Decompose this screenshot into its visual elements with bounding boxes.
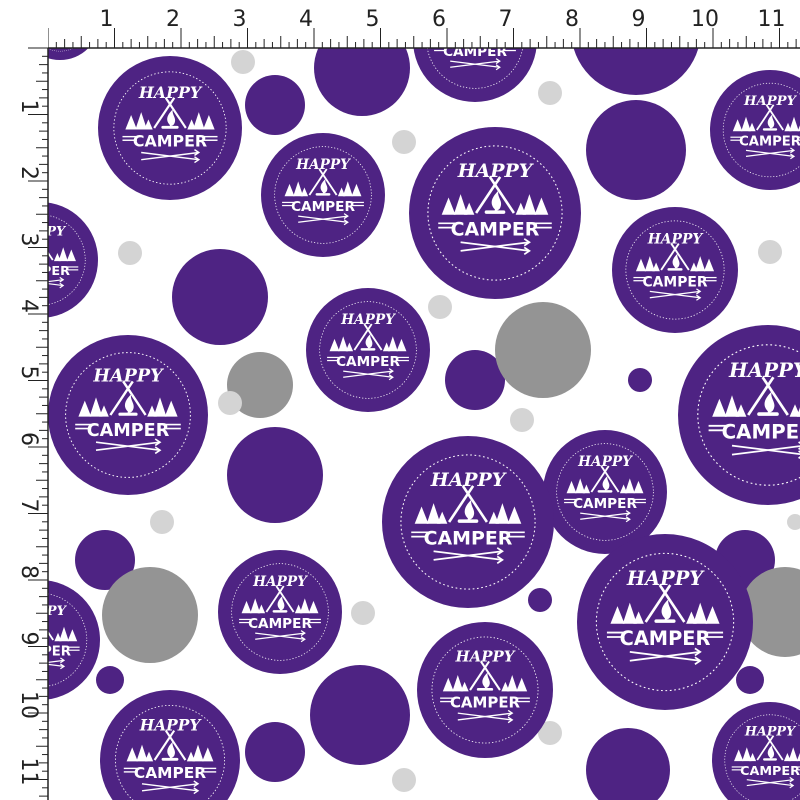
happy-camper-badge xyxy=(676,323,800,507)
ruler-top-number: 2 xyxy=(166,7,180,32)
purple-dot xyxy=(445,350,505,410)
happy-camper-badge xyxy=(407,125,583,301)
light-gray-dot xyxy=(218,391,242,415)
happy-camper-badge xyxy=(542,429,668,555)
light-gray-dot xyxy=(538,81,562,105)
purple-dot xyxy=(245,722,305,782)
purple-dot xyxy=(310,665,410,765)
purple-dot xyxy=(528,588,552,612)
happy-camper-badge xyxy=(709,69,800,191)
ruler-top-number: 11 xyxy=(758,7,786,32)
ruler-top-number: 6 xyxy=(432,7,446,32)
happy-camper-badge xyxy=(711,701,800,800)
happy-camper-badge xyxy=(46,333,210,497)
ruler-left-number: 6 xyxy=(16,432,41,446)
light-gray-dot xyxy=(351,601,375,625)
purple-dot xyxy=(245,75,305,135)
ruler-top-number: 1 xyxy=(100,7,114,32)
gray-dot xyxy=(740,567,800,657)
purple-dot xyxy=(96,666,124,694)
happy-camper-badge xyxy=(98,688,242,800)
ruler-left-number: 2 xyxy=(16,166,41,180)
purple-dot xyxy=(586,100,686,200)
happy-camper-badge xyxy=(217,549,343,675)
happy-camper-badge xyxy=(260,132,386,258)
ruler-left-number: 5 xyxy=(16,366,41,380)
ruler-top-number: 5 xyxy=(366,7,380,32)
happy-camper-badge xyxy=(96,54,244,202)
light-gray-dot xyxy=(510,408,534,432)
ruler-left-number: 10 xyxy=(16,691,41,719)
ruler-left-number: 7 xyxy=(16,499,41,513)
purple-dot xyxy=(227,427,323,523)
happy-camper-badge xyxy=(415,620,555,760)
light-gray-dot xyxy=(118,241,142,265)
ruler-left-number: 8 xyxy=(16,565,41,579)
light-gray-dot xyxy=(428,295,452,319)
happy-camper-badge xyxy=(305,287,431,413)
purple-dot xyxy=(628,368,652,392)
purple-dot xyxy=(75,530,135,590)
purple-dot xyxy=(736,666,764,694)
ruler-top-number: 10 xyxy=(691,7,719,32)
light-gray-dot xyxy=(787,514,800,530)
ruler-top-number: 3 xyxy=(233,7,247,32)
light-gray-dot xyxy=(758,240,782,264)
gray-dot xyxy=(102,567,198,663)
happy-camper-badge xyxy=(611,206,739,334)
ruler-left: 1 2 3 4 5 6 7 8 9 10 11 xyxy=(0,0,49,800)
ruler-top-number: 4 xyxy=(299,7,313,32)
light-gray-dot xyxy=(231,50,255,74)
ruler-left-number: 1 xyxy=(16,100,41,114)
ruler-left-bar xyxy=(0,0,48,800)
polka-dots xyxy=(75,0,800,800)
ruler-top-number: 7 xyxy=(499,7,513,32)
light-gray-dot xyxy=(392,768,416,792)
light-gray-dot xyxy=(392,130,416,154)
ruler-top-number: 8 xyxy=(565,7,579,32)
happy-camper-badge xyxy=(380,434,556,610)
light-gray-dot xyxy=(150,510,174,534)
ruler-left-number: 4 xyxy=(16,299,41,313)
ruler-left-number: 3 xyxy=(16,233,41,247)
light-gray-dot xyxy=(538,721,562,745)
purple-dot xyxy=(586,728,670,800)
purple-dot xyxy=(172,249,268,345)
ruler-top-number: 9 xyxy=(632,7,646,32)
ruler-left-number: 11 xyxy=(16,758,41,786)
happy-camper-badge xyxy=(575,532,755,712)
ruler-top: 1 2 3 4 5 6 7 8 9 10 11 xyxy=(0,0,800,49)
ruler-left-number: 9 xyxy=(16,632,41,646)
gray-dot xyxy=(227,352,293,418)
gray-dot xyxy=(495,302,591,398)
ruler-top-bar xyxy=(0,0,800,48)
